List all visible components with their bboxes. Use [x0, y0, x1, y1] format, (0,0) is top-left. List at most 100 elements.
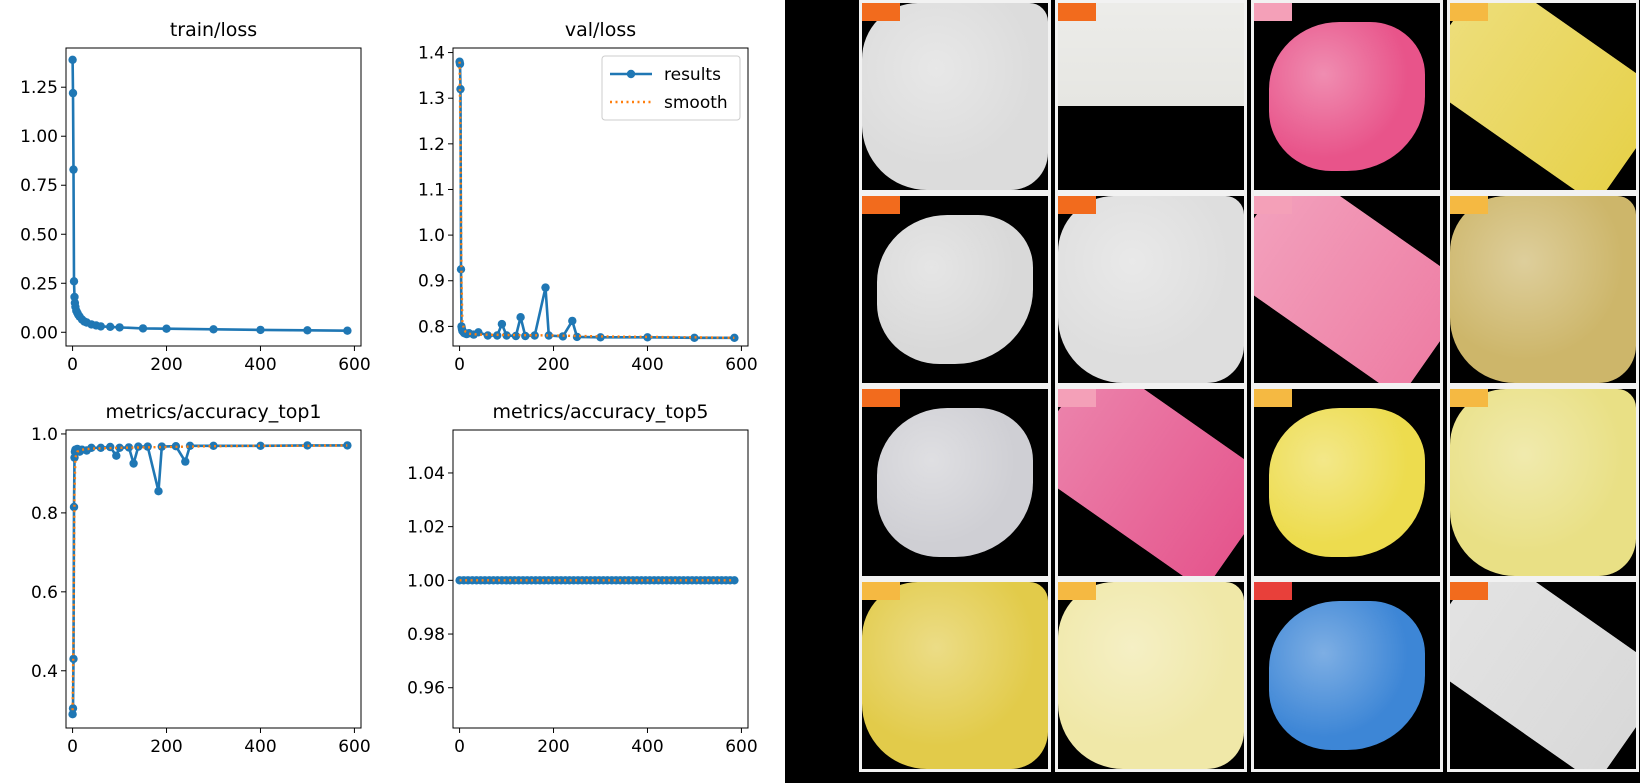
y-tick-label: 0.4	[31, 662, 58, 682]
object-shape	[1058, 196, 1244, 383]
results-point	[106, 322, 115, 331]
object-shape	[1450, 3, 1636, 190]
results-point	[154, 487, 163, 496]
results-point	[69, 502, 79, 512]
class-tag	[1058, 582, 1096, 600]
x-tick-label: 400	[631, 737, 663, 757]
class-tag	[862, 582, 900, 600]
results-point	[596, 333, 605, 342]
results-point	[209, 441, 218, 450]
results-point	[455, 59, 465, 69]
axes-frame	[65, 47, 362, 347]
results-point	[502, 331, 511, 340]
sample-image-tile	[1447, 0, 1639, 193]
x-tick-label: 600	[725, 355, 757, 375]
class-tag	[862, 389, 900, 407]
results-point	[68, 55, 77, 64]
chart-title: val/loss	[565, 19, 636, 41]
sample-image-tile	[1055, 0, 1247, 193]
y-tick-label: 1.04	[407, 464, 445, 484]
sample-image-tile	[1447, 579, 1639, 772]
series-results-line	[71, 59, 348, 332]
x-tick-label: 400	[244, 737, 276, 757]
results-point	[303, 441, 312, 450]
sample-image-tile	[1055, 386, 1247, 579]
sample-image-tile	[859, 386, 1051, 579]
class-tag	[1254, 3, 1292, 21]
sample-image-tile	[1447, 193, 1639, 386]
legend-label-smooth: smooth	[664, 93, 728, 113]
results-point	[643, 333, 652, 342]
results-point	[256, 325, 265, 335]
results-point	[544, 331, 553, 340]
x-tick-label: 0	[454, 737, 465, 757]
object-shape	[1058, 389, 1244, 576]
class-tag	[1058, 3, 1096, 21]
results-point	[115, 443, 124, 452]
series-smooth-line	[71, 444, 348, 711]
y-tick-label: 0.6	[31, 583, 58, 603]
sample-image-tile	[1447, 386, 1639, 579]
series-results-line	[71, 444, 348, 715]
class-tag	[1254, 196, 1292, 214]
results-point	[303, 326, 312, 335]
class-tag	[1450, 3, 1488, 21]
class-tag	[1450, 196, 1488, 214]
sample-image-tile	[1251, 0, 1443, 193]
y-tick-label: 1.0	[31, 425, 58, 445]
results-point	[568, 316, 577, 326]
chart-title: metrics/accuracy_top5	[493, 401, 709, 423]
results-point	[112, 451, 121, 460]
y-tick-label: 1.4	[418, 44, 445, 64]
x-tick-label: 600	[338, 355, 370, 375]
class-tag	[862, 196, 900, 214]
x-tick-label: 0	[454, 355, 465, 375]
object-shape	[862, 3, 1048, 190]
y-tick-label: 0.00	[20, 323, 58, 343]
results-point	[516, 313, 525, 322]
y-tick-label: 0.9	[418, 272, 445, 292]
sample-image-tile	[1251, 193, 1443, 386]
results-point	[129, 459, 138, 468]
y-tick-label: 1.25	[20, 78, 58, 98]
results-point	[157, 442, 166, 451]
training-charts-panel: train/loss 0 200 400 600 0.00 0.25 0.50 0.75 1.00…	[0, 0, 785, 783]
axes-frame	[452, 429, 749, 729]
results-point	[143, 442, 152, 451]
y-tick-label: 1.00	[407, 571, 445, 591]
legend-results-marker	[626, 69, 636, 79]
y-tick-label: 1.00	[20, 127, 58, 147]
results-point	[68, 88, 78, 98]
object-shape	[1268, 407, 1426, 558]
results-point	[530, 331, 539, 340]
results-point	[690, 333, 699, 342]
x-tick-label: 0	[67, 355, 78, 375]
object-shape	[1058, 3, 1244, 106]
object-shape	[876, 407, 1034, 558]
results-point	[343, 326, 352, 335]
class-tag	[1450, 389, 1488, 407]
results-point	[730, 576, 739, 585]
results-point	[541, 283, 550, 292]
x-tick-label: 0	[67, 737, 78, 757]
x-tick-label: 200	[537, 355, 569, 375]
class-tag	[1058, 196, 1096, 214]
results-point	[115, 323, 124, 332]
y-tick-label: 1.02	[407, 518, 445, 538]
object-shape	[1058, 582, 1244, 769]
y-tick-label: 0.25	[20, 274, 58, 294]
y-tick-label: 1.0	[418, 226, 445, 246]
x-tick-label: 600	[338, 737, 370, 757]
object-shape	[862, 582, 1048, 769]
results-point	[162, 324, 171, 333]
legend-box	[601, 55, 741, 121]
y-tick-label: 0.50	[20, 225, 58, 245]
object-shape	[1450, 389, 1636, 576]
object-shape	[1450, 196, 1636, 383]
results-point	[181, 457, 190, 466]
x-tick-label: 200	[150, 355, 182, 375]
sample-image-tile	[1251, 386, 1443, 579]
sample-image-grid	[785, 0, 1640, 783]
results-point	[209, 325, 218, 334]
class-tag	[1058, 389, 1096, 407]
